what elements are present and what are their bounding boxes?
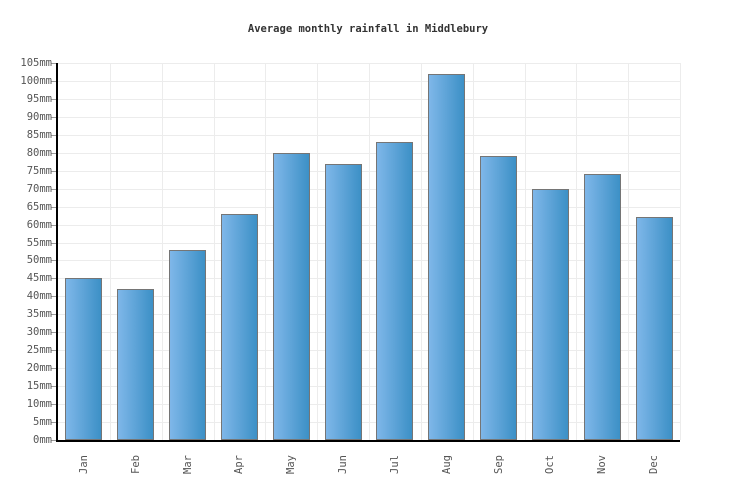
x-label-nov: Nov — [596, 455, 608, 474]
chart-title: Average monthly rainfall in Middlebury — [247, 23, 489, 35]
v-gridline — [369, 63, 370, 440]
bar-nov — [584, 174, 621, 440]
bar-dec — [636, 217, 673, 440]
y-tick-label: 5mm — [33, 416, 52, 428]
x-label-sep: Sep — [493, 455, 505, 474]
bar-oct — [532, 189, 569, 440]
bar-jun — [325, 164, 362, 440]
y-axis-tick — [51, 404, 57, 405]
x-label-feb: Feb — [130, 455, 142, 474]
y-axis-tick — [51, 314, 57, 315]
y-tick-label: 85mm — [26, 129, 52, 141]
y-axis-tick — [51, 117, 57, 118]
x-label-jun: Jun — [337, 455, 349, 474]
y-tick-label: 35mm — [26, 308, 52, 320]
bar-jul — [376, 142, 413, 440]
x-axis-line — [56, 440, 680, 442]
y-axis-tick — [51, 368, 57, 369]
x-label-aug: Aug — [441, 455, 453, 474]
v-gridline — [421, 63, 422, 440]
bar-jan — [65, 278, 102, 440]
v-gridline — [110, 63, 111, 440]
y-tick-label: 60mm — [26, 219, 52, 231]
y-axis-tick — [51, 296, 57, 297]
v-gridline — [525, 63, 526, 440]
y-axis-tick — [51, 278, 57, 279]
y-tick-label: 55mm — [26, 237, 52, 249]
y-axis-tick — [51, 153, 57, 154]
x-label-may: May — [285, 455, 297, 474]
y-tick-label: 75mm — [26, 165, 52, 177]
y-axis-tick — [51, 440, 57, 441]
x-label-jul: Jul — [389, 455, 401, 474]
y-axis-tick — [51, 422, 57, 423]
y-tick-label: 80mm — [26, 147, 52, 159]
y-axis-tick — [51, 350, 57, 351]
y-axis-tick — [51, 99, 57, 100]
v-gridline — [265, 63, 266, 440]
x-label-apr: Apr — [233, 455, 245, 474]
y-tick-label: 70mm — [26, 183, 52, 195]
y-axis-tick — [51, 63, 57, 64]
y-axis-tick — [51, 386, 57, 387]
x-label-mar: Mar — [182, 455, 194, 474]
y-tick-label: 25mm — [26, 344, 52, 356]
y-axis-tick — [51, 260, 57, 261]
y-axis-tick — [51, 171, 57, 172]
y-axis-line — [56, 63, 58, 442]
v-gridline — [214, 63, 215, 440]
y-tick-label: 15mm — [26, 380, 52, 392]
y-tick-label: 50mm — [26, 254, 52, 266]
v-gridline — [628, 63, 629, 440]
x-label-dec: Dec — [648, 455, 660, 474]
v-gridline — [576, 63, 577, 440]
y-tick-label: 30mm — [26, 326, 52, 338]
y-axis-tick — [51, 81, 57, 82]
y-tick-label: 95mm — [26, 93, 52, 105]
y-tick-label: 65mm — [26, 201, 52, 213]
y-axis-tick — [51, 332, 57, 333]
bar-apr — [221, 214, 258, 440]
y-tick-label: 100mm — [20, 75, 52, 87]
v-gridline — [473, 63, 474, 440]
y-tick-label: 40mm — [26, 290, 52, 302]
y-axis-tick — [51, 135, 57, 136]
y-axis-tick — [51, 243, 57, 244]
bar-mar — [169, 250, 206, 440]
x-label-jan: Jan — [78, 455, 90, 474]
y-tick-label: 90mm — [26, 111, 52, 123]
bar-sep — [480, 156, 517, 440]
v-gridline — [680, 63, 681, 440]
y-tick-label: 0mm — [33, 434, 52, 446]
y-axis-tick — [51, 225, 57, 226]
v-gridline — [162, 63, 163, 440]
v-gridline — [317, 63, 318, 440]
y-axis-tick — [51, 207, 57, 208]
y-axis-tick — [51, 189, 57, 190]
y-tick-label: 105mm — [20, 57, 52, 69]
bar-aug — [428, 74, 465, 440]
y-tick-label: 45mm — [26, 272, 52, 284]
y-tick-label: 20mm — [26, 362, 52, 374]
x-label-oct: Oct — [544, 455, 556, 474]
bar-feb — [117, 289, 154, 440]
bar-may — [273, 153, 310, 440]
y-tick-label: 10mm — [26, 398, 52, 410]
